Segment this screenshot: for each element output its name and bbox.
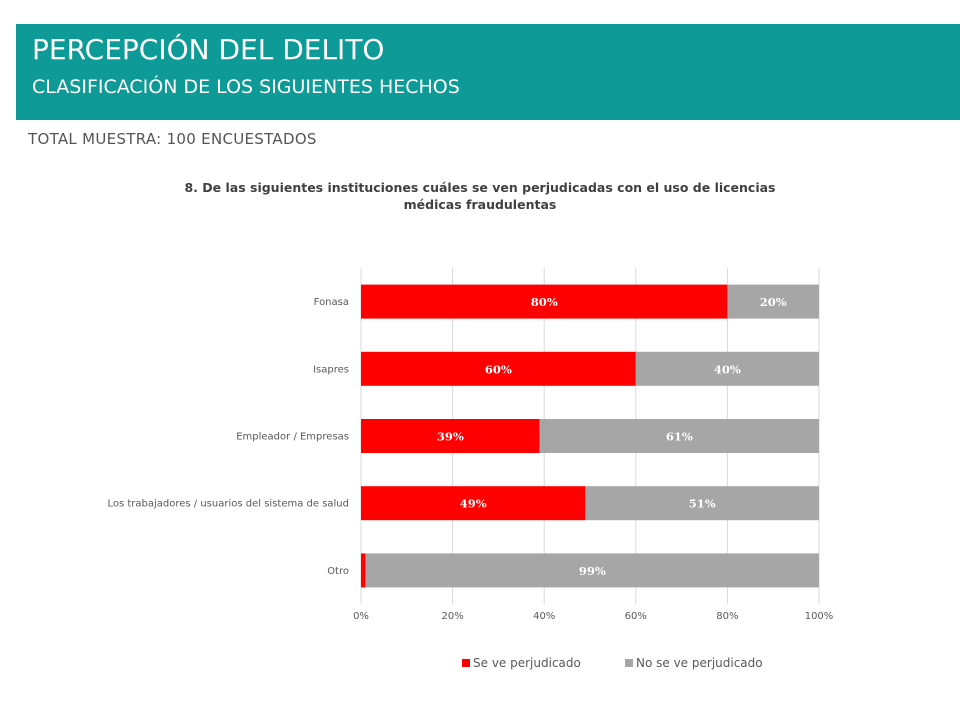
data-label: 51% [689,497,716,511]
data-label: 60% [485,362,512,376]
x-tick-label: 0% [353,611,369,622]
data-label: 80% [531,295,558,309]
legend-label: No se ve perjudicado [636,656,763,670]
bar-segment [361,486,586,521]
data-label: 39% [437,430,464,444]
category-label: Los trabajadores / usuarios del sistema … [107,499,349,510]
x-tick-label: 100% [805,611,834,622]
legend-label: Se ve perjudicado [473,656,581,670]
data-label: 49% [460,497,487,511]
data-label: 99% [579,564,606,578]
bar-segment [361,419,540,453]
x-tick-label: 80% [716,611,738,622]
sample-note: TOTAL MUESTRA: 100 ENCUESTADOS [28,130,317,148]
bar-segment [361,351,636,386]
data-label: 20% [760,295,787,309]
category-label: Fonasa [314,297,349,308]
page-subtitle: CLASIFICACIÓN DE LOS SIGUIENTES HECHOS [32,76,460,98]
category-label: Otro [327,566,349,577]
chart-title: 8. De las siguientes instituciones cuále… [184,180,776,212]
page-title: PERCEPCIÓN DEL DELITO [32,33,385,66]
x-tick-label: 20% [441,611,463,622]
bar-segment [635,351,819,386]
data-label: 40% [714,362,741,376]
bar-segment [365,553,819,588]
data-label: 61% [666,430,693,444]
x-tick-label: 60% [625,611,647,622]
legend-swatch [462,659,470,667]
bar-segment [727,284,819,319]
category-label: Empleador / Empresas [236,432,349,443]
bar-segment [361,284,728,319]
header-band [16,24,960,120]
bar-segment [585,486,819,521]
bar-segment [539,419,819,453]
category-label: Isapres [313,364,349,375]
x-tick-label: 40% [533,611,555,622]
legend-swatch [625,659,633,667]
bar-segment [361,553,366,588]
